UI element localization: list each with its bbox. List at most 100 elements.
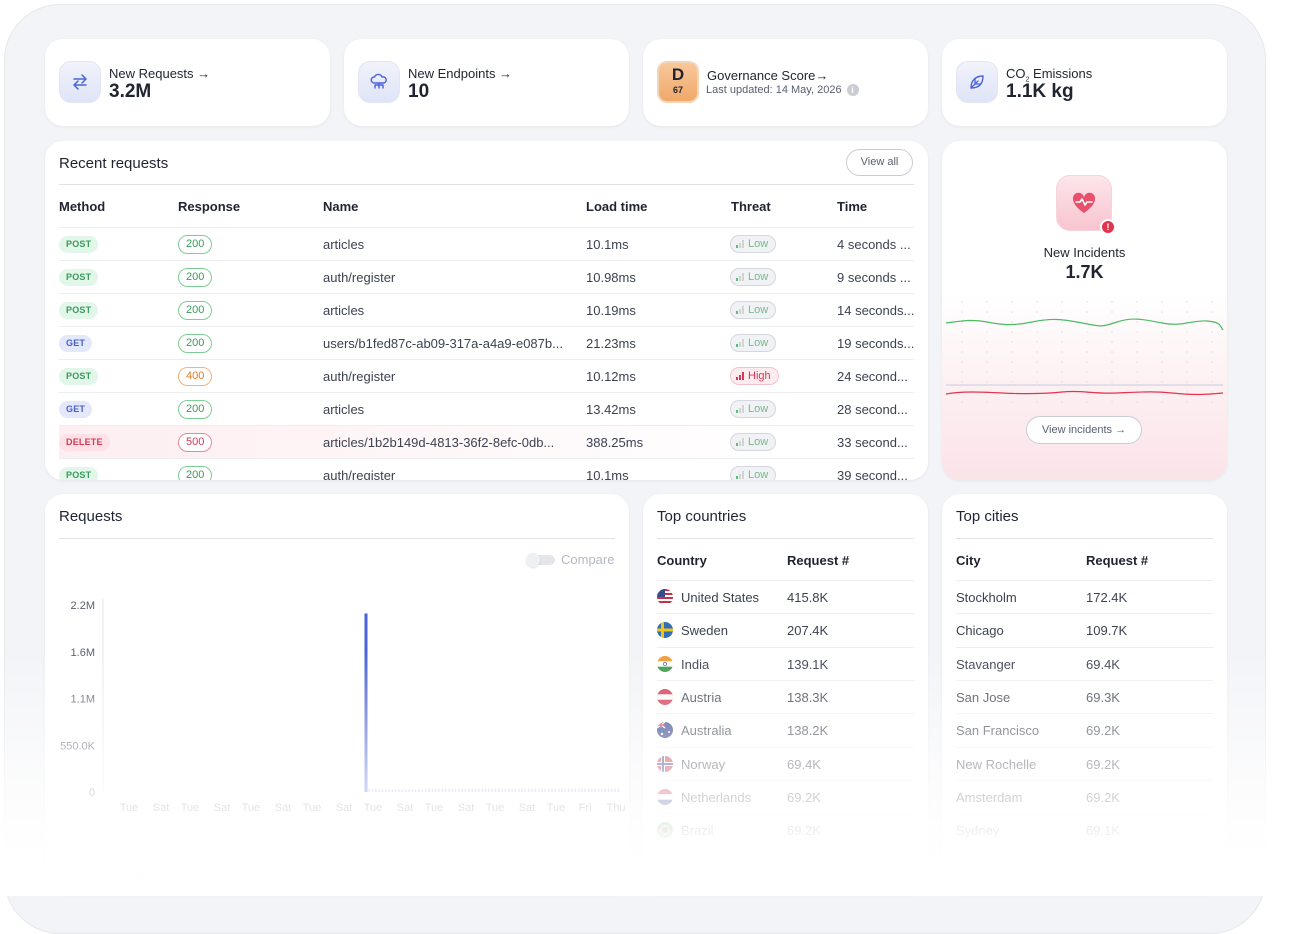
chart-bar[interactable] xyxy=(594,788,597,792)
chart-bar[interactable] xyxy=(551,788,553,792)
chart-bar[interactable] xyxy=(428,788,430,792)
table-row[interactable]: POST 400 auth/register 10.12ms High 24 second… xyxy=(59,359,914,392)
chart-bar[interactable] xyxy=(364,613,368,793)
table-row[interactable]: POST 200 articles 10.19ms Low 14 seconds... xyxy=(59,293,914,326)
table-row[interactable]: POST 200 auth/register 10.98ms Low 9 seconds … xyxy=(59,260,914,293)
chart-bar[interactable] xyxy=(411,789,414,792)
incidents-card[interactable]: ! New Incidents 1.7K View incidents → xyxy=(942,141,1227,480)
chart-bar[interactable] xyxy=(481,788,483,792)
chart-bar[interactable] xyxy=(514,788,517,792)
chart-bar[interactable] xyxy=(531,788,533,792)
chart-bar[interactable] xyxy=(611,788,613,792)
chart-bar[interactable] xyxy=(374,788,377,792)
list-item[interactable]: United States 415.8K xyxy=(657,580,914,613)
chart-bar[interactable] xyxy=(441,788,444,792)
chart-bar[interactable] xyxy=(534,788,537,792)
chart-bar[interactable] xyxy=(581,788,583,792)
chart-bar[interactable] xyxy=(557,788,560,792)
chart-bar[interactable] xyxy=(607,788,610,792)
kpi-card-requests[interactable]: New Requests → 3.2M xyxy=(45,39,330,126)
chart-bar[interactable] xyxy=(554,788,557,792)
table-row[interactable]: GET 200 articles 13.42ms Low 28 second... xyxy=(59,392,914,425)
chart-bar[interactable] xyxy=(517,788,520,792)
chart-bar[interactable] xyxy=(501,788,503,792)
chart-bar[interactable] xyxy=(491,788,493,792)
chart-bar[interactable] xyxy=(434,788,437,792)
chart-bar[interactable] xyxy=(521,788,523,792)
chart-bar[interactable] xyxy=(614,788,616,792)
chart-bar[interactable] xyxy=(458,788,460,792)
kpi-card-co2[interactable]: CO2 Emissions 1.1K kg xyxy=(942,39,1227,126)
chart-bar[interactable] xyxy=(384,789,387,792)
chart-bar[interactable] xyxy=(571,788,573,792)
chart-bar[interactable] xyxy=(464,788,467,792)
chart-bar[interactable] xyxy=(424,788,427,792)
chart-bar[interactable] xyxy=(511,788,513,792)
chart-bar[interactable] xyxy=(388,789,390,792)
chart-bar[interactable] xyxy=(537,788,540,792)
chart-bar[interactable] xyxy=(497,788,500,792)
toggle-switch[interactable] xyxy=(526,552,555,567)
chart-bar[interactable] xyxy=(444,788,447,792)
chart-bar[interactable] xyxy=(544,788,547,792)
chart-bar[interactable] xyxy=(438,788,440,792)
chart-bar[interactable] xyxy=(468,788,470,792)
kpi-card-endpoints[interactable]: New Endpoints → 10 xyxy=(344,39,629,126)
chart-bar[interactable] xyxy=(547,788,550,792)
info-icon[interactable]: i xyxy=(846,84,859,96)
table-row[interactable]: POST 200 articles 10.1ms Low 4 seconds ... xyxy=(59,227,914,260)
list-item[interactable]: Austria 138.3K xyxy=(657,679,914,713)
chart-bar[interactable] xyxy=(567,788,570,792)
chart-bar[interactable] xyxy=(471,788,473,792)
list-item[interactable]: San Jose 69.3K xyxy=(956,679,1213,713)
chart-bar[interactable] xyxy=(527,788,530,792)
chart-bar[interactable] xyxy=(541,788,543,792)
view-incidents-button[interactable]: View incidents → xyxy=(1026,416,1142,444)
list-item[interactable]: Australia 138.2K xyxy=(657,713,914,746)
chart-bar[interactable] xyxy=(404,789,407,792)
chart-bar[interactable] xyxy=(461,788,464,792)
chart-bar[interactable] xyxy=(401,789,404,792)
list-item[interactable]: Brazil 69.2K xyxy=(657,813,914,846)
chart-bar[interactable] xyxy=(478,788,480,792)
chart-bar[interactable] xyxy=(414,789,417,792)
table-row[interactable]: DELETE 500 articles/1b2b149d-4813-36f2-8ef… xyxy=(59,425,914,458)
chart-bar[interactable] xyxy=(381,789,384,792)
chart-bar[interactable] xyxy=(371,789,374,792)
compare-toggle[interactable]: Compare xyxy=(526,552,614,567)
list-item[interactable]: India 139.1K xyxy=(657,646,914,680)
table-row[interactable]: POST 200 auth/register 10.1ms Low 39 second..… xyxy=(59,458,914,480)
view-all-button[interactable]: View all xyxy=(846,149,913,176)
list-item[interactable]: Chicago 109.7K xyxy=(956,613,1213,646)
list-item[interactable]: Sweden 207.4K xyxy=(657,613,914,646)
table-row[interactable]: GET 200 users/b1fed87c-ab09-317a-a4a9-e087… xyxy=(59,326,914,359)
chart-bar[interactable] xyxy=(418,789,420,792)
chart-bar[interactable] xyxy=(421,789,424,792)
chart-bar[interactable] xyxy=(604,788,606,792)
list-item[interactable]: Amsterdam 69.2K xyxy=(956,779,1213,813)
chart-bar[interactable] xyxy=(507,788,510,792)
list-item[interactable]: San Francisco 69.2K xyxy=(956,713,1213,746)
chart-bar[interactable] xyxy=(617,788,620,792)
chart-bar[interactable] xyxy=(431,788,434,792)
chart-bar[interactable] xyxy=(587,788,590,792)
chart-bar[interactable] xyxy=(451,788,454,792)
chart-bar[interactable] xyxy=(504,788,507,792)
chart-bar[interactable] xyxy=(597,788,600,792)
list-item[interactable]: New Rochelle 69.2K xyxy=(956,746,1213,780)
chart-bar[interactable] xyxy=(454,788,457,792)
list-item[interactable]: Netherlands 69.2K xyxy=(657,779,914,813)
chart-bar[interactable] xyxy=(391,789,394,792)
chart-bar[interactable] xyxy=(484,788,487,792)
list-item[interactable]: Stavanger 69.4K xyxy=(956,646,1213,680)
chart-bar[interactable] xyxy=(398,789,400,792)
chart-bar[interactable] xyxy=(601,788,603,792)
kpi-card-governance[interactable]: D 67 Governance Score→ Last updated: 14 … xyxy=(643,39,928,126)
chart-bar[interactable] xyxy=(591,788,593,792)
chart-bar[interactable] xyxy=(474,788,477,792)
chart-bar[interactable] xyxy=(524,788,527,792)
chart-bar[interactable] xyxy=(488,788,490,792)
chart-bar[interactable] xyxy=(448,788,450,792)
chart-bar[interactable] xyxy=(408,789,410,792)
chart-bar[interactable] xyxy=(394,789,397,792)
